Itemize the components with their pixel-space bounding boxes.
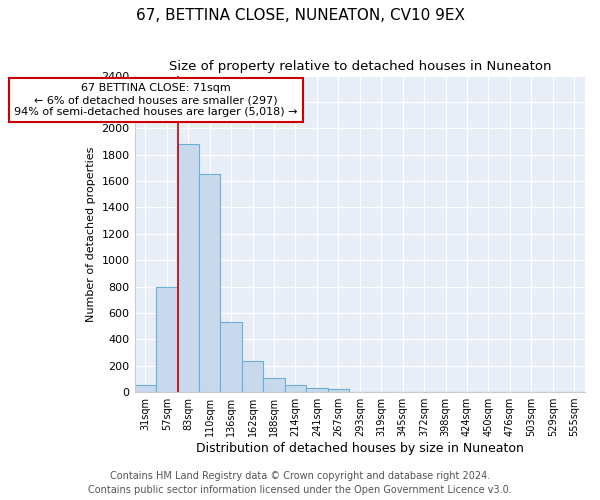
Bar	[199, 174, 220, 392]
Bar	[156, 286, 178, 392]
Bar	[306, 388, 328, 392]
Bar	[134, 386, 156, 392]
Bar	[328, 390, 349, 392]
Bar	[263, 378, 285, 392]
X-axis label: Distribution of detached houses by size in Nuneaton: Distribution of detached houses by size …	[196, 442, 524, 455]
Bar	[178, 144, 199, 392]
Text: Contains HM Land Registry data © Crown copyright and database right 2024.
Contai: Contains HM Land Registry data © Crown c…	[88, 471, 512, 495]
Bar	[242, 361, 263, 392]
Y-axis label: Number of detached properties: Number of detached properties	[86, 146, 96, 322]
Text: 67, BETTINA CLOSE, NUNEATON, CV10 9EX: 67, BETTINA CLOSE, NUNEATON, CV10 9EX	[136, 8, 464, 22]
Bar	[220, 322, 242, 392]
Text: 67 BETTINA CLOSE: 71sqm
← 6% of detached houses are smaller (297)
94% of semi-de: 67 BETTINA CLOSE: 71sqm ← 6% of detached…	[14, 84, 298, 116]
Title: Size of property relative to detached houses in Nuneaton: Size of property relative to detached ho…	[169, 60, 551, 73]
Bar	[285, 385, 306, 392]
